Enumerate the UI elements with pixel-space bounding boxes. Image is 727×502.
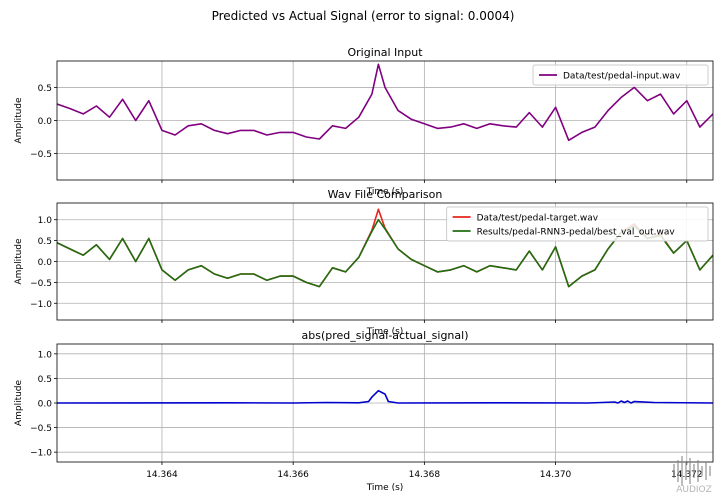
y-tick-label: 0.5 [38,84,52,94]
y-tick-label: −0.5 [30,279,52,289]
y-tick-label: 0.5 [38,237,52,247]
y-tick-label: −0.5 [30,150,52,160]
panel-title: Wav File Comparison [328,188,443,201]
y-tick-label: 0.5 [38,375,52,385]
series-line-1 [57,389,713,404]
x-tick-label: 14.364 [146,470,178,480]
y-tick-label: 0.0 [38,258,53,268]
watermark-text: AUDIOZ [676,485,712,494]
legend-label: Data/test/pedal-input.wav [563,72,681,82]
y-tick-label: 1.0 [38,350,53,360]
legend-label: Data/test/pedal-target.wav [477,214,599,224]
series-line-1 [57,63,713,142]
legend-box [446,206,709,242]
watermark-logo: AUDIOZ [673,456,712,494]
x-tick-label: 14.370 [540,470,572,480]
legend-label: Results/pedal-RNN3-pedal/best_val_out.wa… [477,228,676,238]
x-axis-label: Time (s) [366,483,404,493]
y-axis-label: Amplitude [14,238,24,285]
waveform-icon [673,456,711,486]
series-line-2 [57,218,713,288]
y-tick-label: −1.0 [30,449,52,459]
legend-box [532,64,709,86]
y-axis-label: Amplitude [14,379,24,426]
y-tick-label: 0.0 [38,117,53,127]
panel-title: abs(pred_signal-actual_signal) [302,329,469,342]
figure-suptitle: Predicted vs Actual Signal (error to sig… [212,9,515,23]
x-tick-label: 14.368 [409,470,441,480]
y-axis-label: Amplitude [14,97,24,144]
y-tick-label: 0.0 [38,400,53,410]
chart-panel-3: −1.0 −0.5 0.0 0.5 1.0 14.364 14.366 14.368 14.37… [14,329,714,493]
x-axis-label: Time (s) [366,187,404,197]
chart-panels: −0.5 0.0 0.5 Original Input Time (s) Amplitud… [14,46,714,493]
y-tick-label: −0.5 [30,424,52,434]
panel-title: Original Input [347,46,423,59]
y-tick-label: −1.0 [30,300,52,310]
x-tick-label: 14.366 [277,470,309,480]
chart-panel-1: −0.5 0.0 0.5 Original Input Time (s) Amplitud… [14,46,714,197]
y-tick-label: 1.0 [38,216,53,226]
x-axis-label: Time (s) [366,327,404,337]
